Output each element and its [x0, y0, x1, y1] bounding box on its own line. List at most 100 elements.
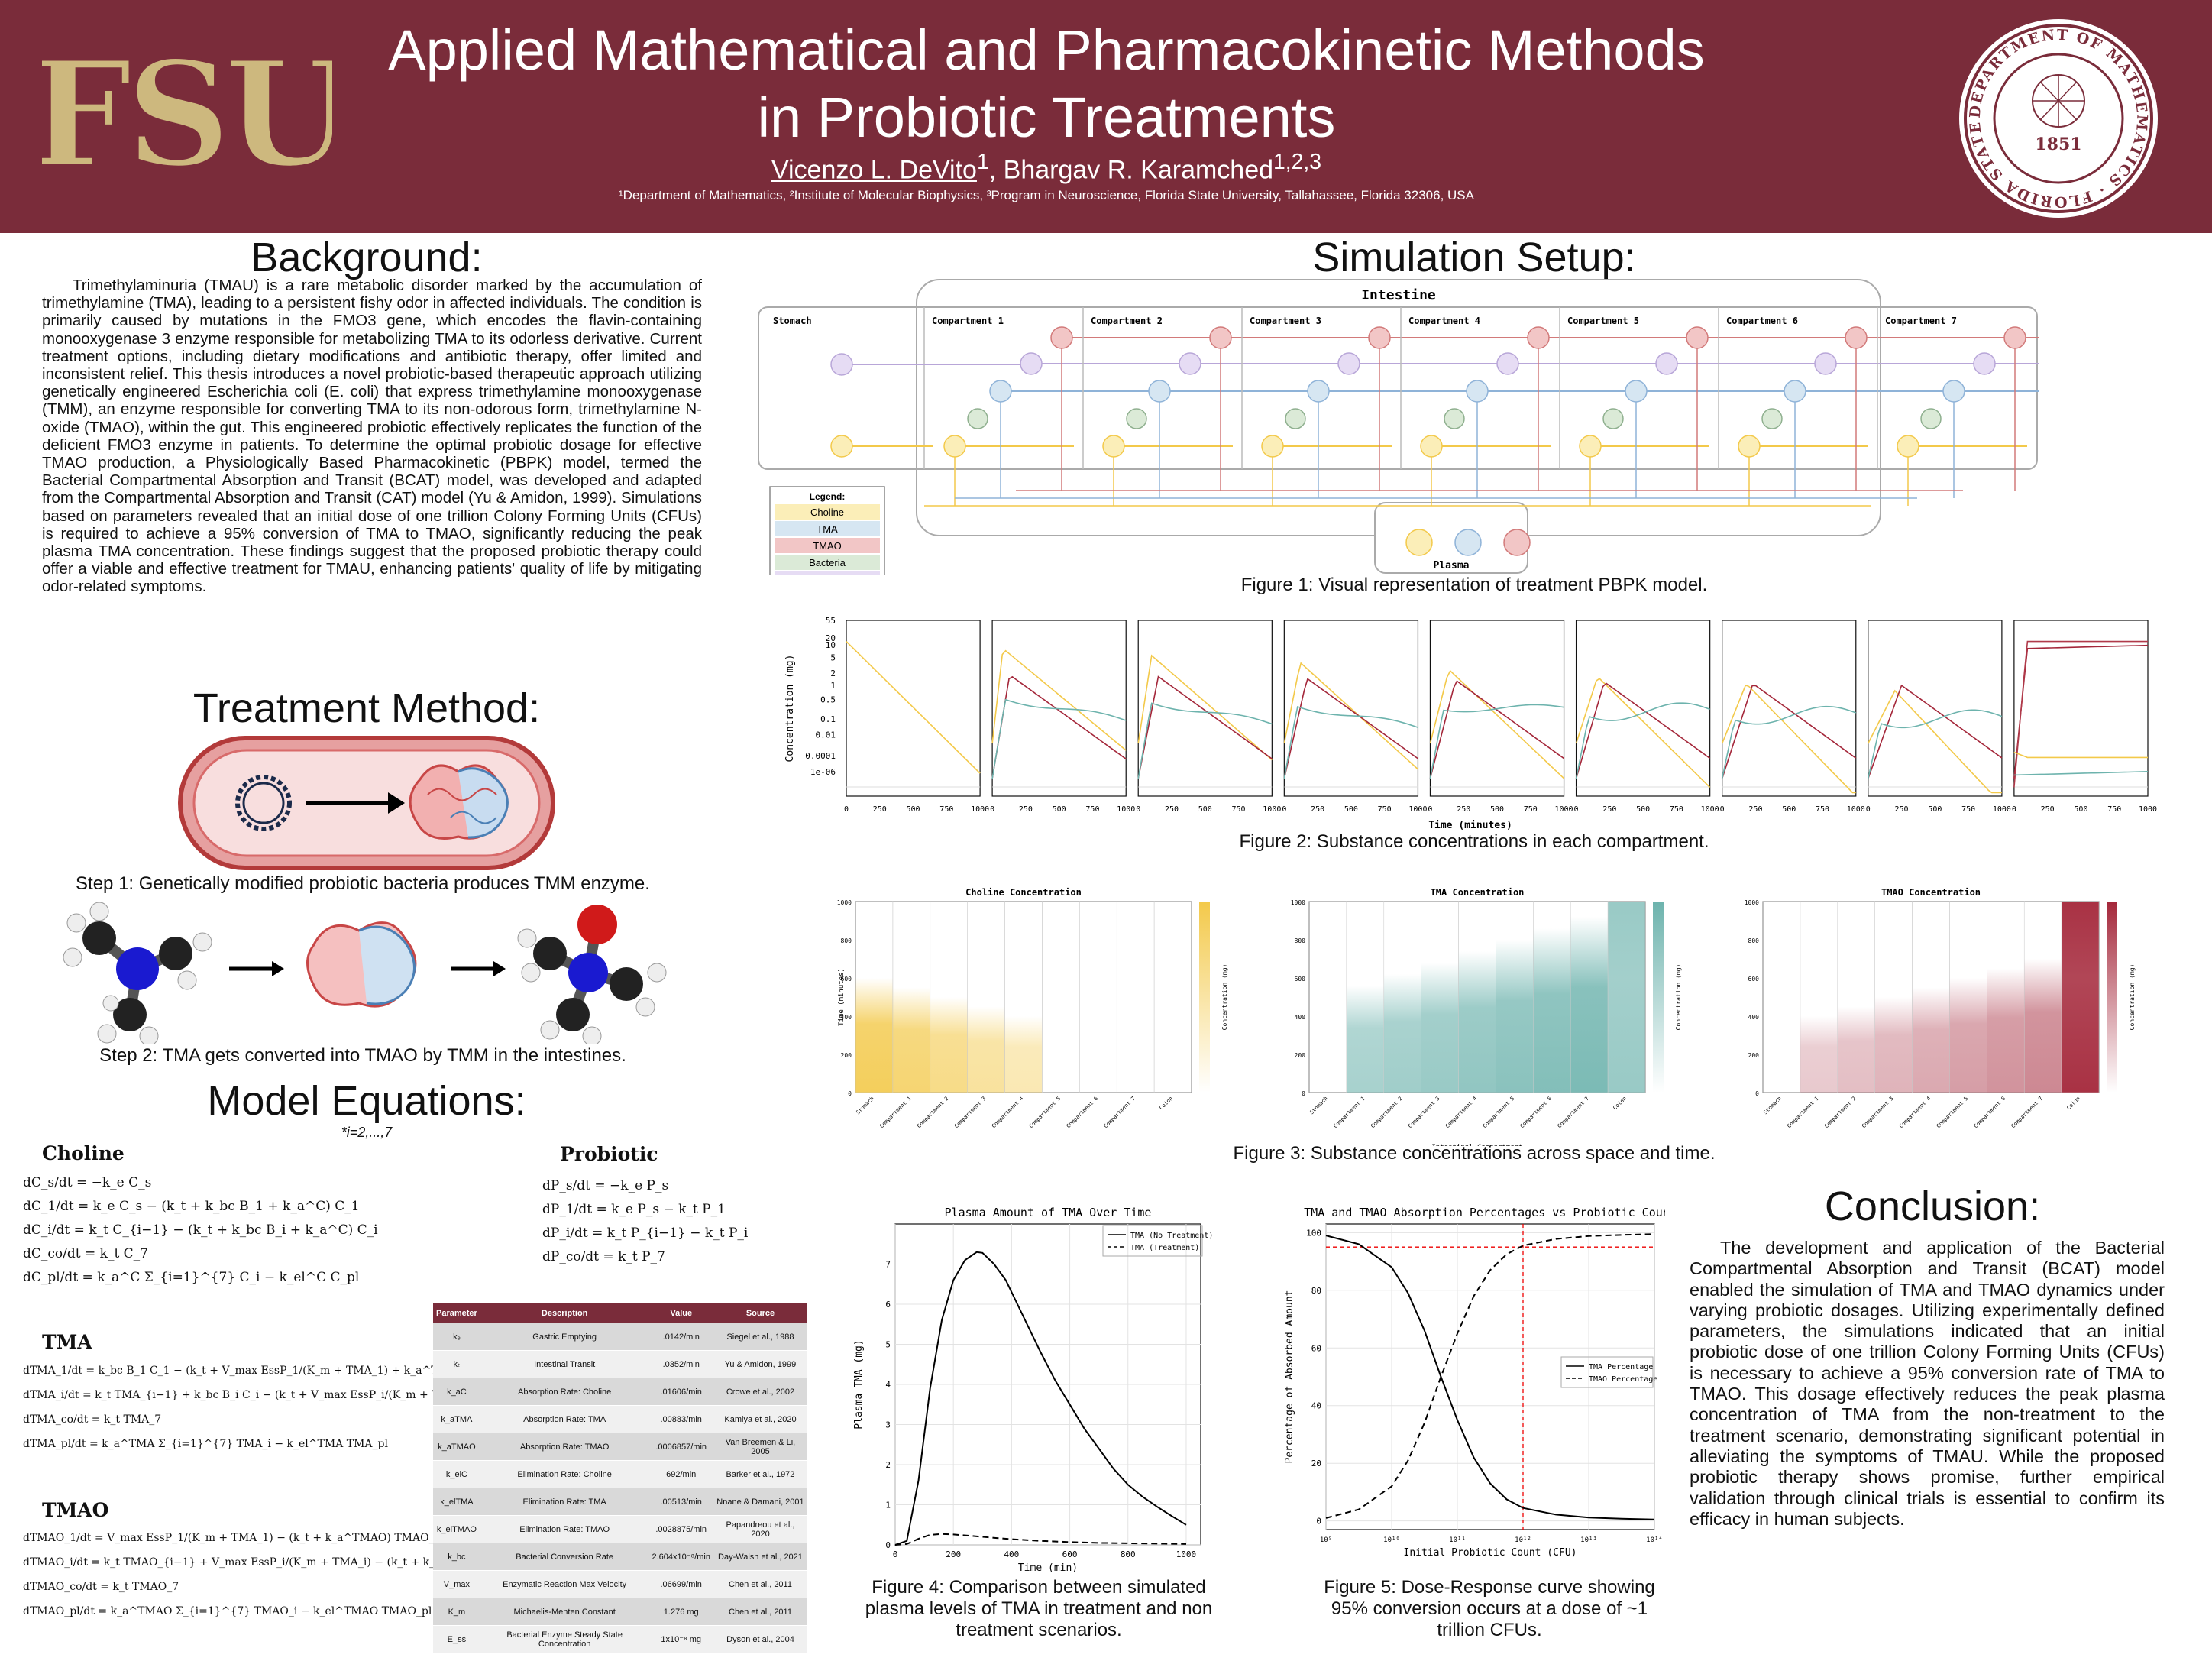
tick-label: 250: [873, 805, 887, 814]
author-line: Vicenzo L. DeVito1, Bhargav R. Karamched…: [771, 150, 1322, 185]
tick-label: Compartment 3: [1861, 1096, 1894, 1129]
equation: dC_i/dt = k_t C_{i−1} − (k_t + k_bc B_i …: [23, 1222, 378, 1238]
probiotic-node: [1020, 352, 1043, 375]
plasma-tma-chart: Plasma Amount of TMA Over Time 0 1 2 3 4 5 6 7 0 2…: [853, 1206, 1213, 1574]
bacteria-node: [1602, 408, 1624, 429]
plasma-node: [1454, 529, 1482, 556]
colorbar: [1653, 902, 1664, 1093]
tick-label: 1: [885, 1501, 891, 1510]
concentration-line: [1283, 662, 1418, 770]
bacteria-node: [967, 408, 988, 429]
table-cell: k_elTMAO: [433, 1515, 480, 1543]
table-header-cell: Value: [648, 1303, 713, 1323]
tick-label: 0: [1720, 805, 1725, 814]
tick-label: 80: [1311, 1286, 1321, 1296]
table-cell: k_aC: [433, 1378, 480, 1406]
concentration-line: [991, 698, 1127, 779]
axis-label: Percentage of Absorbed Amount: [1284, 1290, 1295, 1464]
probiotic-node: [1973, 352, 1996, 375]
heatmap-cell: [1987, 901, 2025, 1093]
heatmap-cell: [2023, 901, 2062, 1093]
intestine-label: Intestine: [1361, 287, 1436, 303]
heatmap-cell: [1308, 901, 1347, 1093]
tick-label: Compartment 1: [1332, 1096, 1366, 1129]
tmao-node: [1845, 326, 1868, 349]
heatmap-cell: [1837, 901, 1875, 1093]
table-cell: Kamiya et al., 2020: [713, 1405, 807, 1433]
concentration-line: [1867, 709, 2003, 779]
background-text: Trimethylaminuria (TMAU) is a rare metab…: [42, 277, 702, 596]
tick-label: Compartment 4: [1898, 1096, 1932, 1129]
tmao-node: [1527, 326, 1550, 349]
tma-equations-heading: TMA: [42, 1331, 92, 1353]
concentration-line: [1283, 705, 1418, 779]
concentration-line: [2013, 771, 2149, 776]
tick-label: 3: [885, 1420, 891, 1430]
tick-label: 0: [844, 805, 849, 814]
table-row: kₜ Intestinal Transit .0352/min Yu & Amidon…: [433, 1350, 807, 1378]
legend-label: TMA (No Treatment): [1130, 1232, 1213, 1240]
tick-label: 10⁹: [1320, 1536, 1332, 1544]
table-header-cell: Parameter: [433, 1303, 480, 1323]
table-cell: Gastric Emptying: [480, 1323, 649, 1351]
table-row: kₑ Gastric Emptying .0142/min Siegel et al.…: [433, 1323, 807, 1351]
table-cell: Nnane & Damani, 2001: [713, 1488, 807, 1516]
tmao-node: [1209, 326, 1232, 349]
legend-label: TMAO Percentage: [1589, 1375, 1657, 1384]
parameter-table: Parameter Description Value Source kₑ Gas…: [433, 1303, 807, 1653]
legend-box: [1560, 1356, 1654, 1388]
bacteria-node: [1126, 408, 1147, 429]
tick-label: 200: [946, 1549, 961, 1559]
tick-label: 500: [1636, 805, 1650, 814]
equation: dTMAO_pl/dt = k_a^TMAO Σ_{i=1}^{7} TMAO_…: [23, 1605, 432, 1617]
tick-label: 250: [1895, 805, 1909, 814]
heatmap-title: TMA Concentration: [1431, 887, 1525, 898]
table-row: k_elC Elimination Rate: Choline 692/min Bar…: [433, 1460, 807, 1488]
table-cell: Bacterial Conversion Rate: [480, 1543, 649, 1571]
tick-label: 1000: [1993, 805, 2011, 814]
equation: dC_s/dt = −k_e C_s: [23, 1175, 152, 1190]
series-line: [1325, 1233, 1655, 1519]
tmm-enzyme-icon: [409, 764, 509, 840]
table-row: k_aTMAO Absorption Rate: TMAO .0006857/min…: [433, 1433, 807, 1461]
series-line: [1325, 1235, 1655, 1520]
simulation-heading: Simulation Setup:: [1312, 235, 1636, 280]
table-row: k_bc Bacterial Conversion Rate 2.604x10⁻⁸/…: [433, 1543, 807, 1571]
concentration-line: [1868, 684, 2003, 779]
table-cell: Elimination Rate: Choline: [480, 1460, 649, 1488]
tick-label: 500: [1928, 805, 1942, 814]
table-header-row: Parameter Description Value Source: [433, 1303, 807, 1323]
series-line: [894, 1533, 1187, 1546]
tma-node: [1466, 380, 1489, 403]
tick-label: 800: [1748, 937, 1760, 944]
tick-label: 10¹¹: [1449, 1536, 1466, 1544]
tma-node: [1942, 380, 1965, 403]
heatmap-cell: [930, 901, 968, 1093]
tick-label: 1000: [1408, 805, 1427, 814]
figure5-caption: Figure 5: Dose-Response curve showing 95…: [1324, 1577, 1655, 1640]
concentration-line: [1868, 689, 2002, 794]
concentration-line: [1721, 685, 1857, 779]
tma-node: [1148, 380, 1171, 403]
table-cell: Day-Walsh et al., 2021: [713, 1543, 807, 1571]
probiotic-bacterium-illustration: [178, 736, 555, 870]
table-cell: Elimination Rate: TMAO: [480, 1515, 649, 1543]
choline-node: [1261, 435, 1284, 458]
compartment-label: Compartment 1: [932, 316, 1004, 326]
axis-label: Concentration (mg): [784, 655, 796, 763]
tick-label: 500: [1490, 805, 1504, 814]
table-cell: k_aTMAO: [433, 1433, 480, 1461]
tick-label: 750: [1670, 805, 1683, 814]
figure3-caption: Figure 3: Substance concentrations acros…: [1233, 1143, 1716, 1164]
tick-label: 0: [1302, 1090, 1305, 1097]
tick-label: 500: [2074, 805, 2087, 814]
tick-label: Compartment 6: [1519, 1096, 1553, 1129]
tick-label: 250: [2041, 805, 2055, 814]
heatmap-cell: [1346, 901, 1385, 1093]
table-row: V_max Enzymatic Reaction Max Velocity .066…: [433, 1570, 807, 1598]
panel-frame: [1575, 620, 1711, 797]
concentration-line: [1721, 705, 1857, 779]
table-row: k_elTMAO Elimination Rate: TMAO .0028875/m…: [433, 1515, 807, 1543]
tick-label: 0: [1755, 1090, 1759, 1097]
table-cell: .0006857/min: [648, 1433, 713, 1461]
